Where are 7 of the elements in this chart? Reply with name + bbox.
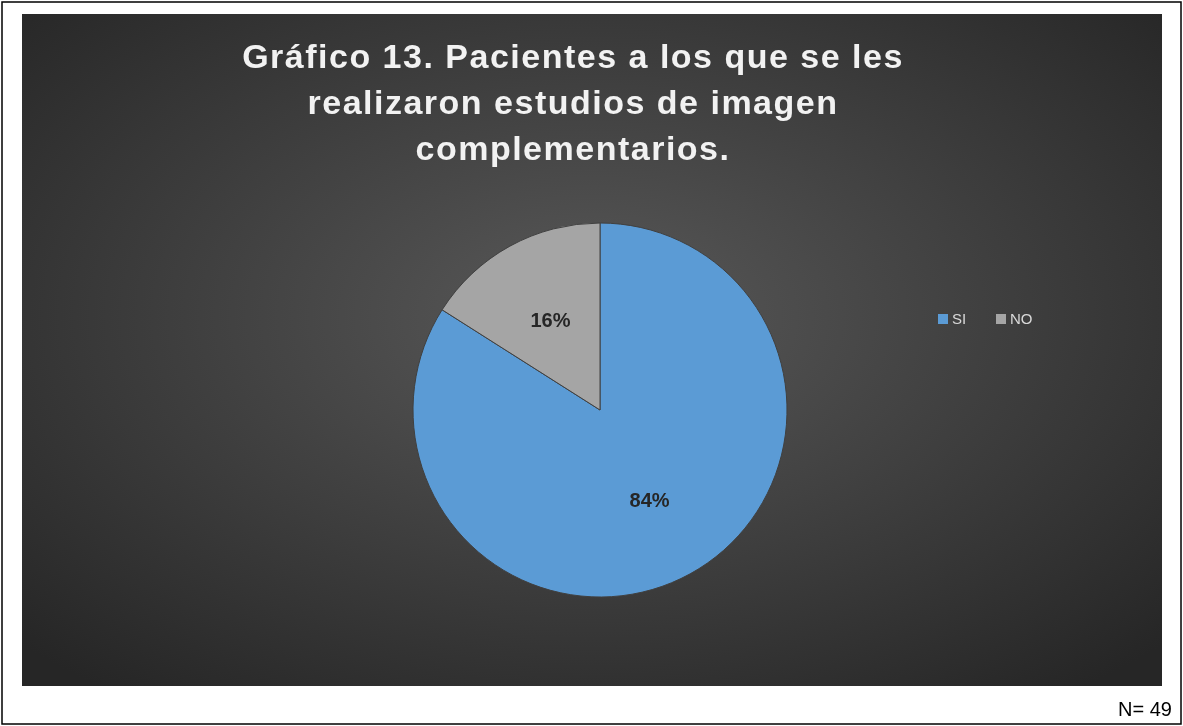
data-label: 84% bbox=[629, 489, 670, 512]
legend-label: SI bbox=[952, 310, 967, 327]
pie-slice bbox=[412, 222, 788, 598]
chart-title: Gráfico 13. Pacientes a los que se les realizaron estudios de imagen complementarios. bbox=[242, 37, 904, 167]
text: N= 49 bbox=[1118, 698, 1172, 720]
data-label: 16% bbox=[530, 308, 571, 331]
legend-label: NO bbox=[1010, 310, 1033, 327]
